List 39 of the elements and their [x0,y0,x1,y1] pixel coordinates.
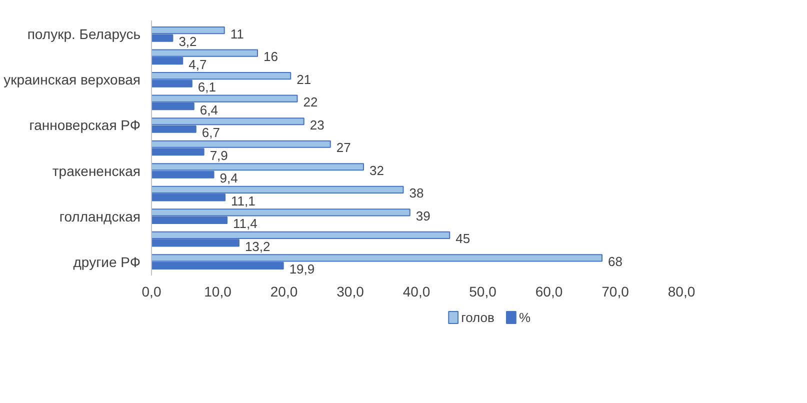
y-tick-label: полукр. Беларусь [27,26,141,42]
data-label: 11,1 [231,193,256,208]
data-label: 27 [336,140,351,156]
data-label: 22 [303,94,318,110]
data-label: 39 [416,208,430,224]
data-label: 32 [370,162,384,178]
y-tick-label: ганноверская РФ [29,117,141,134]
data-label: 23 [310,117,324,132]
x-tick-label: 80,0 [668,284,696,300]
data-label: 45 [456,231,470,246]
x-tick-label: 60,0 [535,284,563,300]
data-label: 21 [296,72,312,87]
x-tick-label: 0,0 [142,284,162,300]
data-label: 19,9 [289,262,315,277]
legend-label: голов [461,310,495,325]
data-label: 6,7 [202,125,220,140]
data-label: 16 [264,49,278,64]
data-label: 7,9 [210,148,228,163]
x-tick-label: 20,0 [270,284,298,300]
data-label: 13,2 [244,238,270,254]
data-label: 4,7 [188,56,207,72]
x-tick-label: 30,0 [336,284,364,300]
x-tick-label: 10,0 [204,284,232,300]
y-tick-label: голландская [59,208,141,224]
y-tick-label: другие РФ [73,254,141,270]
y-tick-label: тракененская [52,162,141,179]
data-label: 9,4 [220,170,238,186]
y-tick-label: украинская верховая [4,72,141,88]
data-label: 6,1 [198,80,216,95]
x-tick-label: 50,0 [469,284,497,300]
data-label: 68 [608,254,622,269]
legend-label: % [519,310,532,325]
x-tick-label: 40,0 [402,284,430,300]
x-tick-label: 70,0 [602,284,630,300]
data-label: 38 [409,186,424,201]
data-label: 3,2 [178,34,197,50]
data-label: 6,4 [200,102,218,118]
data-label: 11,4 [233,216,258,232]
data-label: 11 [230,26,244,42]
